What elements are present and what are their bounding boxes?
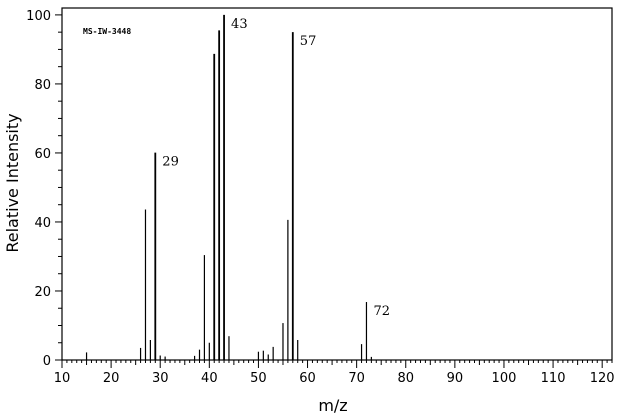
x-tick-label: 40	[201, 371, 218, 386]
x-tick-label: 80	[397, 371, 414, 386]
y-axis-label: Relative Intensity	[3, 113, 22, 252]
peak-label: 43	[231, 17, 248, 32]
x-tick-label: 20	[103, 371, 120, 386]
x-tick-label: 10	[54, 371, 71, 386]
spectrum-id-label: MS-IW-3448	[83, 27, 131, 36]
x-tick-label: 120	[590, 371, 615, 386]
y-tick-label: 0	[43, 354, 51, 369]
x-tick-label: 50	[250, 371, 267, 386]
peak-labels: 29 43 57 72	[162, 17, 390, 319]
spectrum-peaks	[85, 14, 372, 360]
plot-area	[61, 7, 613, 361]
y-tick-label: 60	[34, 147, 51, 162]
x-tick-label: 100	[492, 371, 517, 386]
x-axis-ticks: 10 20 30 40 50 60 70 80 90 100 110 120	[54, 360, 615, 386]
x-tick-label: 30	[152, 371, 169, 386]
peak-label: 72	[373, 304, 390, 319]
plot-frame	[61, 7, 613, 361]
peak-label: 29	[162, 155, 179, 170]
x-tick-label: 70	[348, 371, 365, 386]
x-tick-label: 90	[447, 371, 464, 386]
y-axis-ticks: 0 20 40 60 80 100	[26, 9, 62, 369]
x-tick-label: 60	[299, 371, 316, 386]
y-tick-label: 20	[34, 285, 51, 300]
peak-label: 57	[300, 34, 317, 49]
y-tick-label: 100	[26, 9, 51, 24]
x-tick-label: 110	[541, 371, 566, 386]
y-tick-label: 40	[34, 216, 51, 231]
y-tick-label: 80	[34, 78, 51, 93]
x-axis-label: m/z	[318, 396, 347, 415]
